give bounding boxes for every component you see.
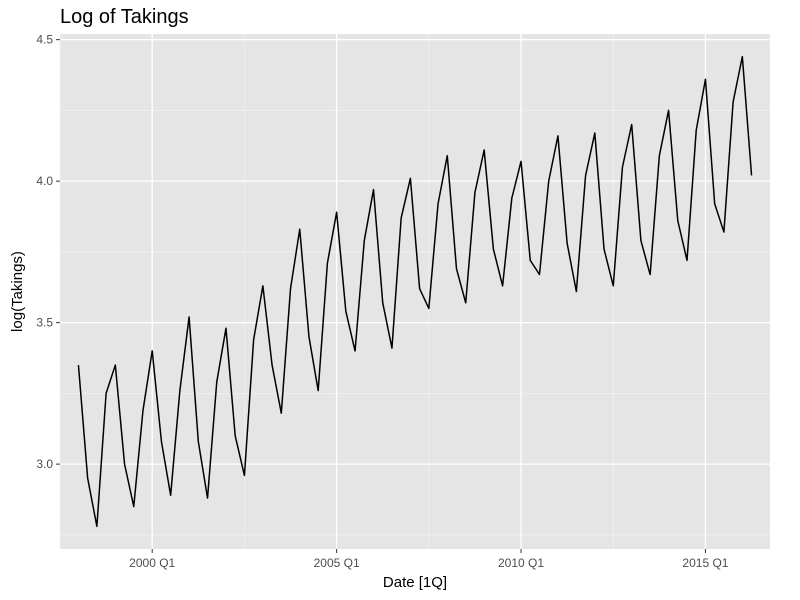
series-line: [77, 55, 753, 528]
x-tick-label: 2000 Q1: [129, 556, 175, 570]
x-tick-label: 2015 Q1: [682, 556, 728, 570]
x-tick-label: 2010 Q1: [498, 556, 544, 570]
y-tick-label: 3.5: [36, 316, 53, 330]
y-tick-label: 4.0: [36, 174, 53, 188]
major-gridlines: [60, 34, 770, 549]
y-axis-title: log(Takings): [9, 251, 26, 332]
series-layer: [77, 55, 753, 528]
x-tick-label: 2005 Q1: [314, 556, 360, 570]
y-tick-label: 4.5: [36, 33, 53, 47]
plot-panel: [60, 34, 770, 549]
x-axis-title: Date [1Q]: [383, 574, 447, 591]
y-tick-label: 3.0: [36, 457, 53, 471]
axis-ticks: [56, 39, 706, 553]
axis-tick-labels: 3.0 3.5 4.0 4.5 2000 Q1 2005 Q1 2010 Q1 2015 Q1: [36, 33, 728, 570]
chart-title: Log of Takings: [60, 6, 189, 28]
minor-gridlines: [59, 34, 770, 549]
